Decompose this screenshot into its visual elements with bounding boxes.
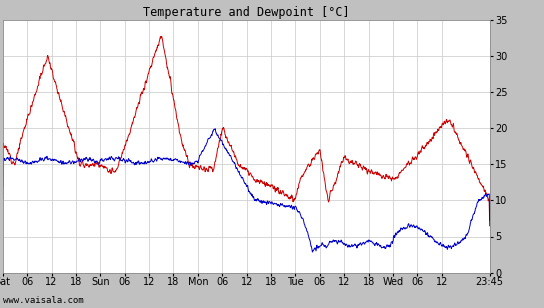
Text: www.vaisala.com: www.vaisala.com [3,296,83,305]
Title: Temperature and Dewpoint [°C]: Temperature and Dewpoint [°C] [143,6,349,19]
